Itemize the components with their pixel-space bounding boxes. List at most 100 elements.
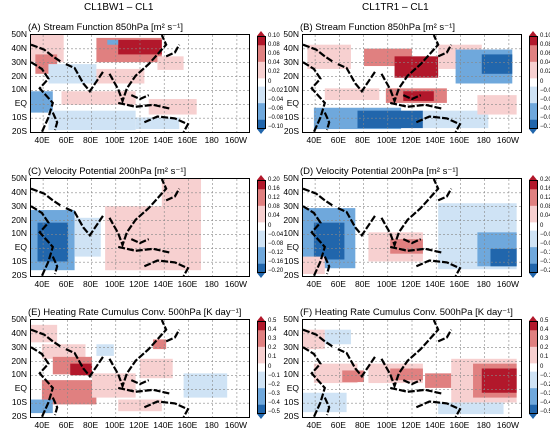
colorbar-label: −0.20	[540, 268, 550, 274]
colorbar-swatch	[530, 363, 537, 373]
anomaly-patch	[92, 373, 136, 398]
longitude-label: 40E	[34, 135, 50, 145]
coastline	[143, 115, 190, 132]
colorbar-swatch	[258, 37, 265, 46]
colorbar-label: 0.1	[268, 354, 277, 361]
latitude-label: 30N	[11, 56, 27, 67]
colorbar-label: −0.04	[540, 231, 550, 238]
colorbar-label: −0.08	[540, 114, 550, 121]
coastline	[303, 187, 335, 208]
map-plot	[303, 35, 521, 132]
colorbar-label: 0.04	[540, 60, 550, 67]
map-panel	[302, 178, 522, 277]
colorbar-label: −0.1	[540, 372, 550, 379]
coastline	[437, 188, 453, 202]
colorbar-label: 0.08	[540, 204, 550, 211]
colorbar-swatch	[530, 355, 537, 364]
coastline	[65, 348, 104, 379]
longitude-label: 160W	[224, 279, 247, 289]
latitude-label: 40N	[283, 186, 299, 197]
longitude-label: 160E	[449, 279, 470, 289]
coastline	[303, 328, 335, 349]
colorbar-label: −0.5	[268, 409, 280, 415]
coastline	[31, 328, 63, 349]
colorbar-label: 0.06	[268, 51, 280, 58]
colorbar	[529, 180, 538, 273]
longitude-label: 180	[476, 420, 491, 430]
anomaly-patch	[303, 392, 347, 413]
colorbar-label: 0.08	[268, 42, 280, 49]
colorbar-max-arrow	[528, 316, 537, 321]
latitude-label: 20N	[283, 214, 299, 225]
colorbar-swatch	[530, 86, 537, 96]
anomaly-patch	[183, 373, 228, 398]
longitude-label: 80E	[82, 279, 99, 289]
colorbar-scale	[258, 322, 265, 413]
latitude-label: 10N	[11, 84, 27, 95]
colorbar-swatch	[530, 111, 537, 121]
longitude-label: 60E	[330, 135, 346, 145]
coastline	[51, 112, 59, 131]
latitude-label: EQ	[14, 383, 27, 394]
map-panel	[302, 319, 522, 418]
latitude-label: 50N	[11, 173, 27, 183]
latitude-label: 10S	[283, 112, 299, 123]
longitude-label: 100E	[376, 135, 397, 145]
colorbar-label: 0.12	[540, 195, 550, 202]
latitude-label: EQ	[286, 383, 299, 394]
anomaly-patch	[48, 64, 97, 84]
colorbar-swatch	[530, 396, 537, 406]
latitude-label: 10S	[11, 112, 27, 123]
anomaly-patch	[422, 110, 489, 129]
colorbar-scale	[530, 37, 537, 128]
anomaly-patch	[70, 363, 93, 376]
latitude-label: 30N	[283, 56, 299, 67]
map-plot	[31, 179, 249, 276]
colorbar-label: 0.3	[540, 336, 549, 343]
coastline	[31, 187, 63, 208]
anomaly-patch	[477, 95, 517, 115]
colorbar-swatch	[258, 263, 265, 272]
colorbar	[257, 180, 266, 273]
longitude-label: 140E	[153, 279, 174, 289]
colorbar-label: 0.08	[540, 42, 550, 49]
coastline	[31, 61, 55, 132]
colorbar-max-arrow	[256, 175, 265, 180]
colorbar-label: 0.20	[540, 177, 550, 183]
colorbar-swatch	[530, 45, 537, 55]
coastline	[323, 256, 331, 275]
colorbar-label: 0.10	[268, 33, 280, 39]
colorbar-swatch	[258, 338, 265, 348]
colorbar-scale	[258, 181, 265, 272]
colorbar-label: −0.4	[268, 399, 280, 406]
latitude-label: 40N	[11, 42, 27, 53]
coastline	[303, 43, 335, 64]
colorbar-label: −0.08	[268, 114, 284, 121]
longitude-label: 160W	[496, 279, 519, 289]
anomaly-patch	[425, 373, 452, 388]
longitude-label: 80E	[82, 420, 99, 430]
coastline	[337, 207, 376, 238]
colorbar-swatch	[258, 255, 265, 265]
latitude-label: 20S	[283, 126, 299, 136]
coastline	[108, 179, 168, 249]
longitude-label: 100E	[104, 420, 125, 430]
colorbar-swatch	[258, 205, 265, 215]
panel-title: (B) Stream Function 850hPa [m² s⁻¹]	[300, 22, 455, 33]
longitude-label: 80E	[354, 420, 371, 430]
latitude-label: 20S	[283, 270, 299, 280]
coastline	[165, 44, 181, 58]
colorbar-swatch	[530, 70, 537, 79]
colorbar-swatch	[530, 37, 537, 46]
colorbar-swatch	[530, 338, 537, 348]
longitude-label: 60E	[330, 279, 346, 289]
coastline	[380, 35, 440, 105]
colorbar-label: 0.06	[540, 51, 550, 58]
longitude-label: 120E	[129, 135, 149, 145]
latitude-label: 30N	[283, 200, 299, 211]
colorbar-swatch	[258, 238, 265, 248]
map-plot	[31, 320, 249, 417]
colorbar-scale	[530, 181, 537, 272]
latitude-label: 10N	[283, 228, 299, 239]
longitude-label: 100E	[104, 135, 125, 145]
